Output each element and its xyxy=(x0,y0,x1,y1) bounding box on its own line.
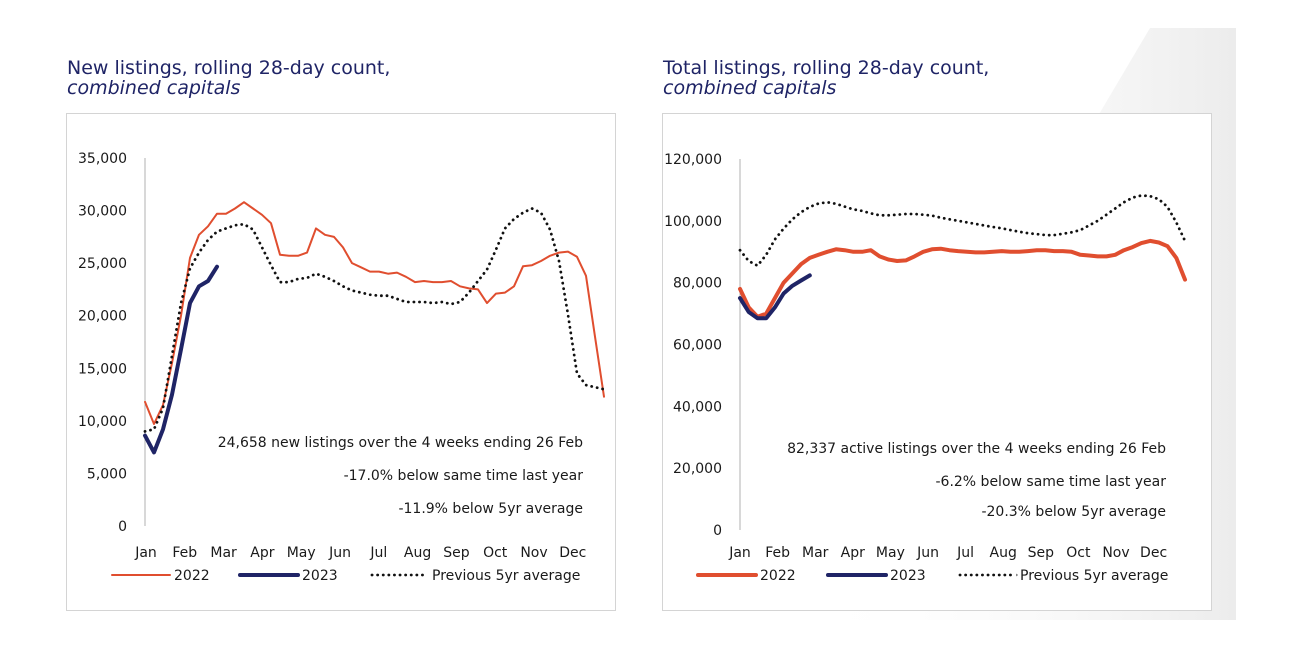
left-y-tick-label: 25,000 xyxy=(78,256,127,272)
right-chart-frame xyxy=(662,113,1212,611)
right-series-avg-line xyxy=(738,194,1187,268)
left-legend-label: 2022 xyxy=(174,568,210,584)
left-y-tick-label: 15,000 xyxy=(78,361,127,377)
left-y-tick-label: 35,000 xyxy=(78,151,127,167)
right-x-month-label: Jun xyxy=(916,545,939,561)
right-chart-title: Total listings, rolling 28-day count, co… xyxy=(663,58,989,98)
right-x-month-label: Sep xyxy=(1028,545,1055,561)
left-series-2023-line xyxy=(143,264,219,455)
left-annotation: -11.9% below 5yr average xyxy=(398,501,583,517)
left-annotation: -17.0% below same time last year xyxy=(344,468,584,484)
left-legend-label: 2023 xyxy=(302,568,338,584)
left-y-tick-label: 30,000 xyxy=(78,204,127,220)
right-y-tick-label: 120,000 xyxy=(664,152,722,168)
left-x-month-label: Aug xyxy=(404,545,431,561)
left-x-month-label: Dec xyxy=(559,545,586,561)
right-annotation: 82,337 active listings over the 4 weeks … xyxy=(787,441,1166,457)
left-series-2022-line xyxy=(144,201,605,425)
left-x-month-label: Jan xyxy=(134,545,157,561)
left-x-month-label: Nov xyxy=(520,545,547,561)
right-x-month-label: Aug xyxy=(990,545,1017,561)
left-x-month-label: May xyxy=(287,545,316,561)
left-x-month-label: Apr xyxy=(250,545,274,561)
right-legend-label: Previous 5yr average xyxy=(1020,568,1168,584)
left-annotation: 24,658 new listings over the 4 weeks end… xyxy=(218,435,583,451)
right-y-tick-label: 40,000 xyxy=(673,399,722,415)
right-x-month-label: Dec xyxy=(1140,545,1167,561)
left-legend-label: Previous 5yr average xyxy=(432,568,580,584)
right-x-month-label: May xyxy=(876,545,905,561)
left-x-month-label: Jun xyxy=(328,545,351,561)
left-x-month-label: Jul xyxy=(369,545,387,561)
right-annotation: -6.2% below same time last year xyxy=(935,474,1166,490)
right-legend-label: 2023 xyxy=(890,568,926,584)
left-x-month-label: Oct xyxy=(483,545,508,561)
right-y-tick-label: 80,000 xyxy=(673,276,722,292)
right-x-month-label: Nov xyxy=(1102,545,1129,561)
right-legend-label: 2022 xyxy=(760,568,796,584)
right-y-tick-label: 100,000 xyxy=(664,214,722,230)
left-series-avg-line xyxy=(143,207,606,433)
right-x-month-label: Jan xyxy=(728,545,751,561)
right-x-month-label: Apr xyxy=(841,545,865,561)
right-x-month-label: Oct xyxy=(1066,545,1091,561)
right-chart-subtitle: combined capitals xyxy=(663,77,837,99)
left-y-tick-label: 10,000 xyxy=(78,414,127,430)
left-y-tick-label: 20,000 xyxy=(78,309,127,325)
right-series-2023-line xyxy=(738,273,812,321)
left-y-tick-label: 5,000 xyxy=(87,466,127,482)
left-chart-title: New listings, rolling 28-day count, comb… xyxy=(67,58,390,98)
right-x-month-label: Jul xyxy=(956,545,974,561)
left-y-tick-label: 0 xyxy=(118,519,127,535)
right-series-2022-line xyxy=(738,238,1187,319)
left-x-month-label: Sep xyxy=(443,545,470,561)
left-x-month-label: Feb xyxy=(172,545,197,561)
right-y-tick-label: 0 xyxy=(713,523,722,539)
left-chart-subtitle: combined capitals xyxy=(67,77,241,99)
right-y-tick-label: 60,000 xyxy=(673,338,722,354)
right-x-month-label: Mar xyxy=(802,545,829,561)
right-y-tick-label: 20,000 xyxy=(673,461,722,477)
left-chart-frame xyxy=(66,113,616,611)
right-annotation: -20.3% below 5yr average xyxy=(981,504,1166,520)
left-chart-title-line1: New listings, rolling 28-day count, xyxy=(67,57,391,79)
right-chart-title-line1: Total listings, rolling 28-day count, xyxy=(663,57,990,79)
right-x-month-label: Feb xyxy=(765,545,790,561)
left-x-month-label: Mar xyxy=(210,545,237,561)
